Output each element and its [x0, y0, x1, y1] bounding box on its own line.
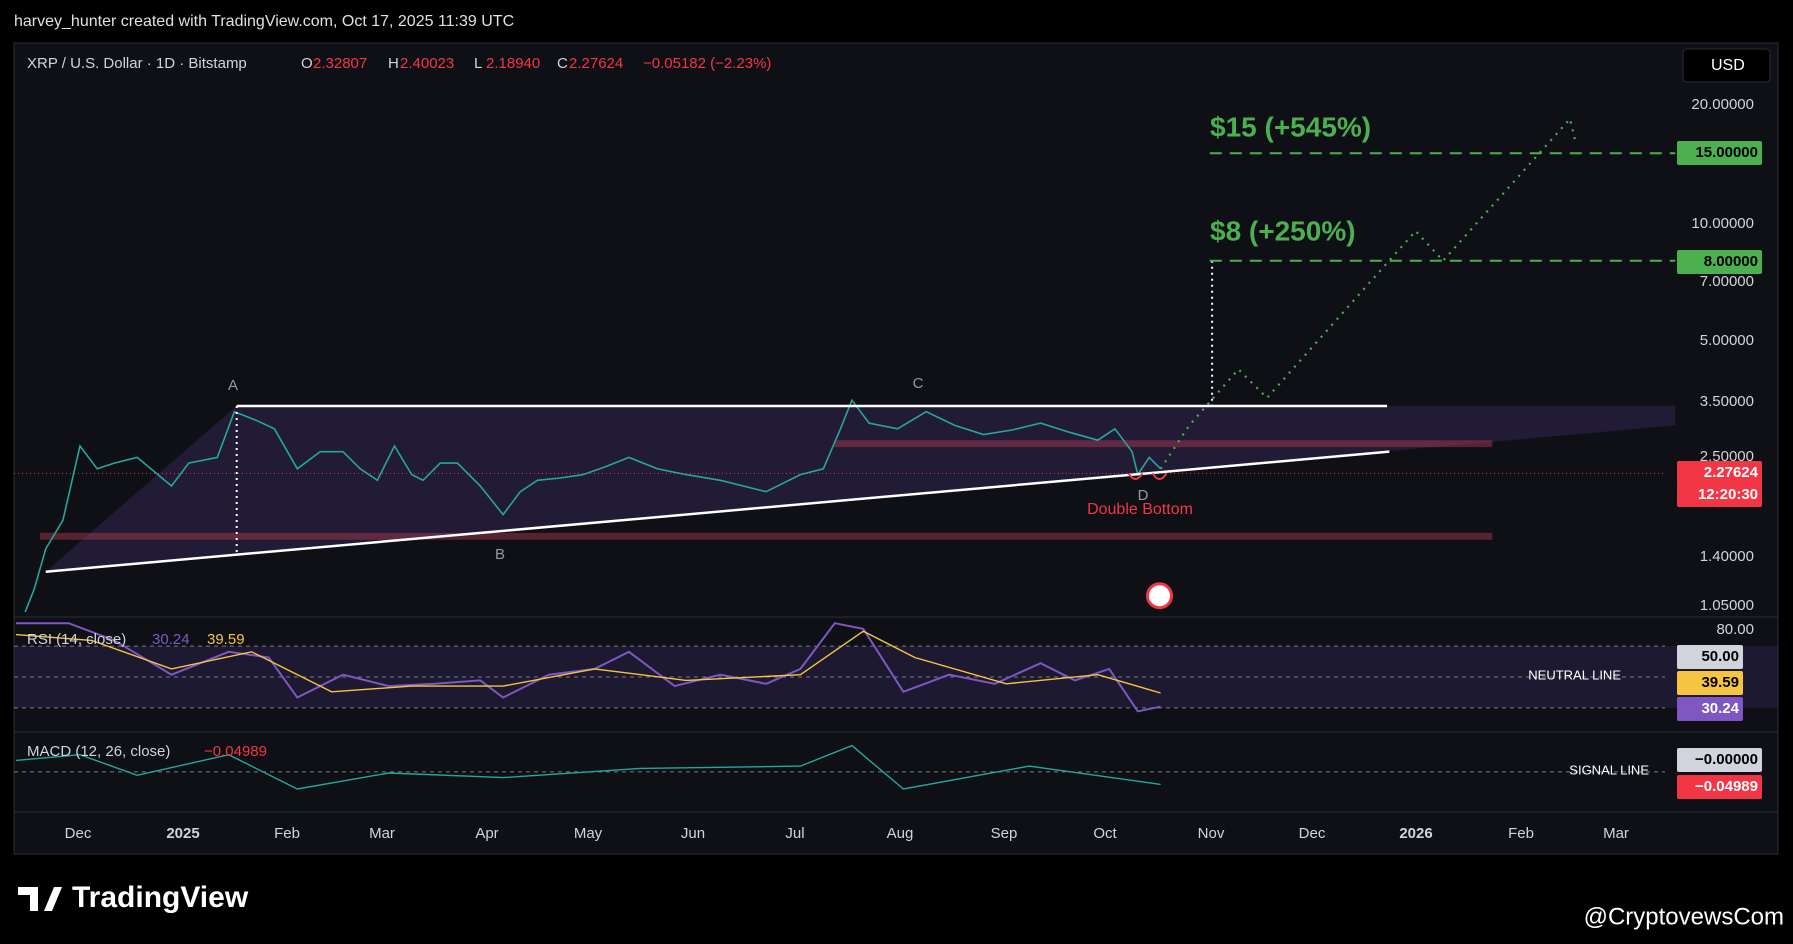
target-label: $8 (+250%): [1210, 215, 1356, 246]
rsi-badge: 39.59: [1701, 674, 1739, 691]
price-badge: 2.27624: [1704, 464, 1759, 481]
time-tick-label: Feb: [1508, 825, 1534, 842]
currency-label: USD: [1711, 57, 1745, 74]
price-tick-label: 1.40000: [1700, 548, 1754, 565]
logo-mark: [18, 887, 62, 911]
price-badge-bg: [1677, 250, 1762, 274]
projection-path: [1159, 116, 1577, 470]
time-tick-label: Apr: [475, 825, 498, 842]
time-tick-label: Feb: [274, 825, 300, 842]
rsi-level-label: NEUTRAL LINE: [1528, 667, 1621, 682]
price-path: [24, 398, 1162, 613]
point-label: D: [1138, 487, 1149, 504]
rsi-average: [15, 630, 1161, 694]
point-label: A: [228, 377, 238, 394]
legend-value: 2.18940: [486, 55, 540, 72]
macd-badge-bg: [1677, 748, 1762, 772]
legend-symbol: XRP / U.S. Dollar · 1D · Bitstamp: [27, 55, 247, 72]
time-tick-label: Mar: [1603, 825, 1629, 842]
currency-button[interactable]: [1682, 48, 1771, 83]
legend-label: C: [557, 55, 568, 72]
legend-value: 2.40023: [400, 55, 454, 72]
time-tick-label: Oct: [1093, 825, 1117, 842]
time-tick-label: 2025: [166, 825, 199, 842]
time-tick-label: May: [574, 825, 603, 842]
rsi-badge: 30.24: [1701, 700, 1739, 717]
price-tick-label: 2.50000: [1700, 448, 1754, 465]
logo-text: TradingView: [72, 881, 249, 914]
time-tick-label: Nov: [1198, 825, 1225, 842]
price-tick-label: 7.00000: [1700, 273, 1754, 290]
time-tick-label: Jul: [785, 825, 804, 842]
time-tick-label: Jun: [681, 825, 705, 842]
price-badge: 15.00000: [1695, 144, 1758, 161]
time-tick-label: Dec: [1299, 825, 1326, 842]
double-bottom-mark: [1127, 472, 1168, 481]
macd-badge: −0.04989: [1695, 778, 1758, 795]
target-label: $15 (+545%): [1210, 111, 1371, 142]
price-tick-label: 10.00000: [1691, 215, 1754, 232]
macd-level-label: SIGNAL LINE: [1569, 762, 1649, 777]
point-label: C: [913, 375, 924, 392]
resistance-zone: [834, 440, 1493, 448]
event-icon[interactable]: [1146, 582, 1174, 610]
rsi-line: [16, 622, 1161, 713]
legend-value: 2.32807: [313, 55, 367, 72]
legend-label: O: [301, 55, 313, 72]
legend-label: H: [388, 55, 399, 72]
macd-label: MACD (12, 26, close): [27, 743, 170, 760]
time-tick-label: Mar: [369, 825, 395, 842]
point-label: B: [495, 546, 505, 563]
price-tick-label: 20.00000: [1691, 96, 1754, 113]
rsi-value: 30.24: [152, 631, 190, 648]
price-badge-bg: [1677, 141, 1762, 165]
rsi-label: RSI (14, close): [27, 631, 126, 648]
legend-value: 2.27624: [569, 55, 623, 72]
watermark: @CryptovewsCom: [1584, 903, 1784, 930]
price-badge: 8.00000: [1704, 253, 1758, 270]
macd-badge: −0.00000: [1695, 751, 1758, 768]
macd-value: −0.04989: [204, 743, 267, 760]
price-tick-label: 1.05000: [1700, 597, 1754, 614]
time-tick-label: Sep: [991, 825, 1018, 842]
price-tick-label: 3.50000: [1700, 393, 1754, 410]
legend-change: −0.05182 (−2.23%): [643, 55, 771, 72]
support-zone: [40, 532, 1493, 540]
pattern-label: Double Bottom: [1087, 501, 1193, 518]
time-tick-label: Dec: [65, 825, 92, 842]
rsi-badge-bg: [1677, 671, 1743, 695]
price-badge-bg: [1677, 483, 1762, 507]
price-tick-label: 5.00000: [1700, 332, 1754, 349]
time-tick-label: 2026: [1399, 825, 1432, 842]
macd-line: [15, 744, 1161, 790]
rsi-average: 39.59: [207, 631, 245, 648]
rsi-axis-label: 80.00: [1716, 621, 1754, 638]
rsi-badge: 50.00: [1701, 648, 1739, 665]
header-text: harvey_hunter created with TradingView.c…: [14, 13, 514, 30]
rsi-badge-bg: [1677, 697, 1743, 721]
macd-badge-bg: [1677, 775, 1762, 799]
triangle-zone: [45, 405, 1676, 572]
price-badge-bg: [1677, 461, 1762, 485]
legend-label: L: [474, 55, 482, 72]
time-tick-label: Aug: [887, 825, 914, 842]
triangle-bottom: [45, 450, 1390, 573]
rsi-badge-bg: [1677, 645, 1743, 669]
chart-panel: [13, 42, 1779, 855]
price-badge: 12:20:30: [1698, 486, 1758, 503]
